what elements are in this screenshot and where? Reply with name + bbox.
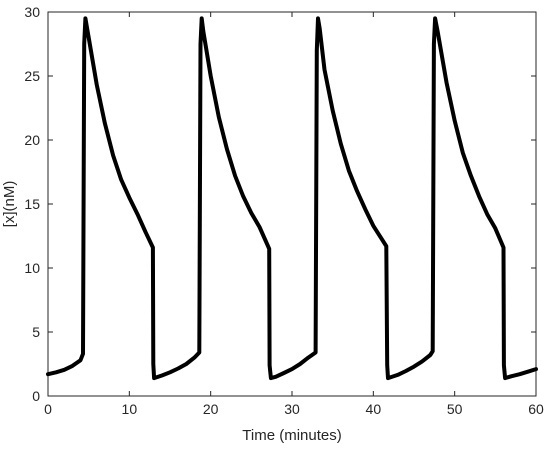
x-tick-label: 20 <box>203 401 219 417</box>
y-tick-label: 30 <box>24 4 40 20</box>
x-axis: 0 10 20 30 40 50 60 <box>44 12 544 417</box>
y-tick-label: 15 <box>24 196 40 212</box>
x-tick-label: 10 <box>122 401 138 417</box>
y-tick-label: 25 <box>24 68 40 84</box>
x-tick-label: 60 <box>528 401 544 417</box>
x-tick-label: 30 <box>284 401 300 417</box>
x-tick-label: 50 <box>447 401 463 417</box>
y-tick-label: 5 <box>32 324 40 340</box>
y-tick-label: 20 <box>24 132 40 148</box>
y-axis: 0 5 10 15 20 25 30 <box>24 4 536 404</box>
series-group <box>46 16 538 381</box>
x-tick-label: 40 <box>366 401 382 417</box>
series-line <box>46 16 538 381</box>
x-axis-label: Time (minutes) <box>242 427 341 444</box>
x-tick-label: 0 <box>44 401 52 417</box>
y-tick-label: 10 <box>24 260 40 276</box>
y-tick-label: 0 <box>32 388 40 404</box>
y-axis-label: [x](nM) <box>1 181 18 228</box>
plot-area <box>47 11 537 397</box>
